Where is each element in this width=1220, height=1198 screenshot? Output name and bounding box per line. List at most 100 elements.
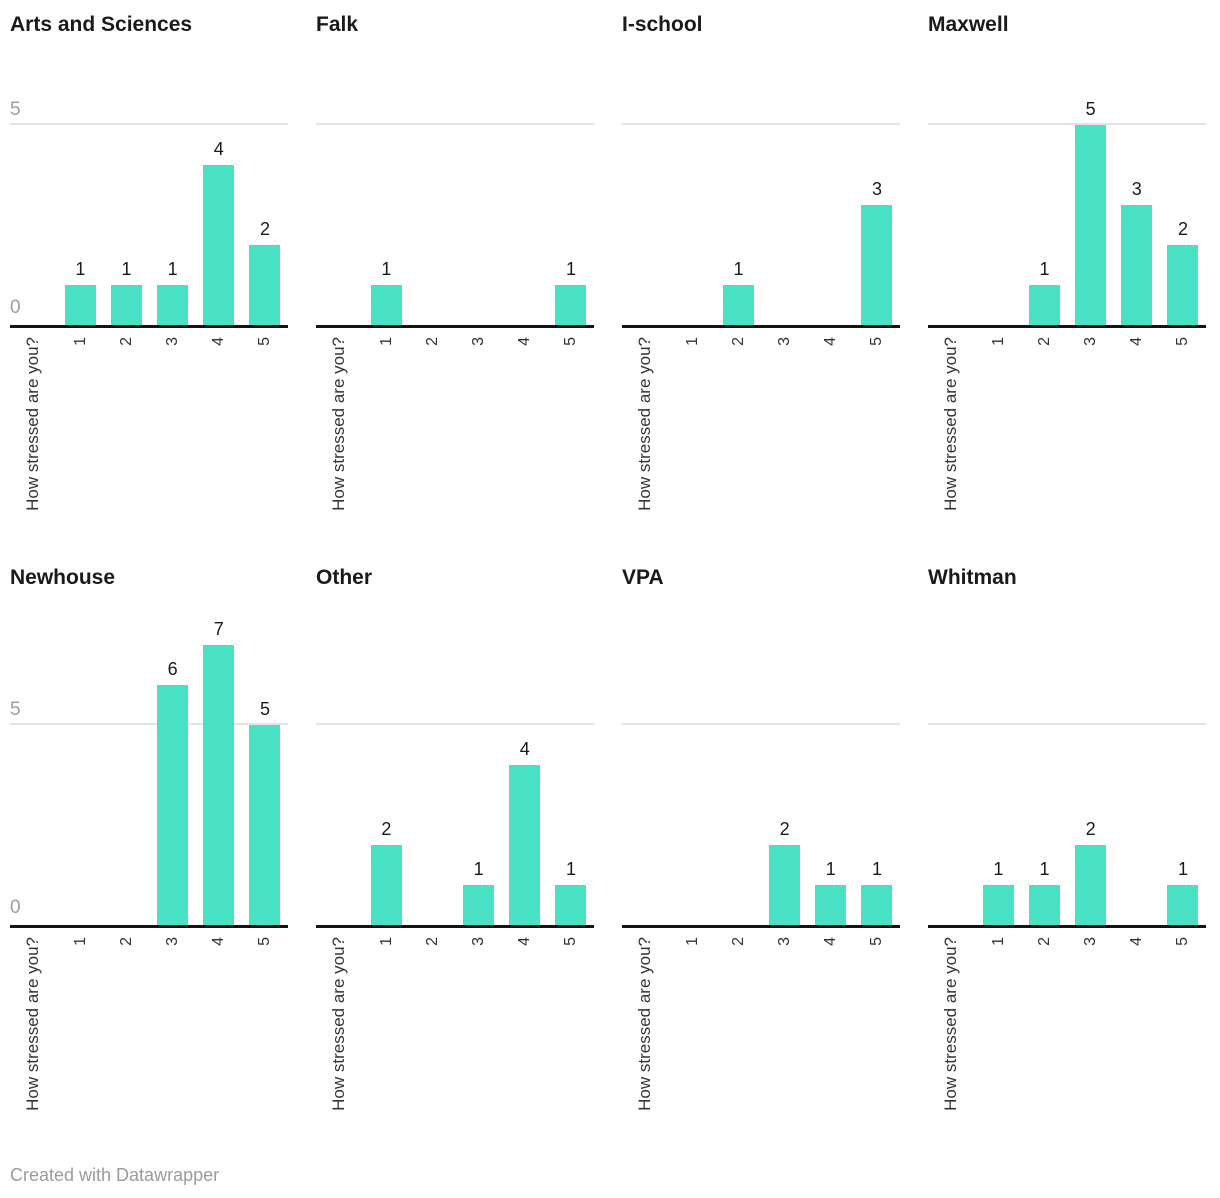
bar-slot-3 <box>762 45 808 325</box>
x-tick-label-1: 1 <box>989 337 1007 346</box>
bar-value-label: 1 <box>1039 259 1050 279</box>
bar-value-label: 1 <box>871 859 882 879</box>
bar-value-label: 1 <box>565 859 576 879</box>
bar-slot-2: 1 <box>103 45 149 325</box>
bar-category-4 <box>203 645 235 925</box>
bar-category-4 <box>203 165 235 325</box>
x-tick-label-2: 2 <box>117 337 135 346</box>
bar-slot-3: 1 <box>150 45 196 325</box>
x-axis-title: How stressed are you? <box>941 937 961 1111</box>
small-multiples-chart: Arts and Sciences 5 0 1 1 1 4 2 How stressed are… <box>10 0 1206 1186</box>
y-axis-label-0: 0 <box>10 297 21 318</box>
x-axis-line <box>622 325 900 328</box>
x-axis-line <box>622 925 900 928</box>
bar-value-label: 1 <box>75 259 86 279</box>
x-tick-label-3: 3 <box>469 337 487 346</box>
x-axis-line <box>928 325 1206 328</box>
x-tick-label-4: 4 <box>516 337 533 346</box>
x-tick-slot: 4 <box>196 328 242 346</box>
bar-value-label: 3 <box>871 179 882 199</box>
bar-slot-1 <box>669 605 715 925</box>
axis-title-slot <box>622 605 669 925</box>
bar-value-label: 5 <box>259 699 270 719</box>
x-tick-slot: 1 <box>57 328 103 346</box>
x-tick-slot: 5 <box>548 328 594 346</box>
x-axis-title: How stressed are you? <box>329 337 349 511</box>
bar-category-5 <box>861 205 893 325</box>
y-axis-label-5: 5 <box>10 99 21 120</box>
bar-value-label: 1 <box>121 259 132 279</box>
bar-slot-1: 1 <box>363 45 409 325</box>
x-tick-label-2: 2 <box>1035 937 1053 946</box>
x-tick-slot: 3 <box>150 928 196 946</box>
x-tick-label-4: 4 <box>1128 337 1145 346</box>
x-tick-label-4: 4 <box>822 937 839 946</box>
bar-slot-5: 1 <box>1160 605 1206 925</box>
chart-panel-vpa: VPA 2 1 1 How stressed are you? 1 2 3 4 5 <box>622 555 900 1133</box>
bar-slot-3: 2 <box>762 605 808 925</box>
x-tick-label-1: 1 <box>377 937 395 946</box>
bar-value-label: 2 <box>1085 819 1096 839</box>
bar-slot-3 <box>456 45 502 325</box>
bar-slot-5: 1 <box>854 605 900 925</box>
x-tick-slot: 4 <box>502 928 548 946</box>
y-axis-label-0: 0 <box>10 897 21 918</box>
x-tick-label-2: 2 <box>423 337 441 346</box>
bar-value-label: 1 <box>825 859 836 879</box>
x-tick-slot: 4 <box>808 328 854 346</box>
x-axis-title-slot: How stressed are you? <box>10 928 57 1111</box>
bar-value-label: 1 <box>993 859 1004 879</box>
x-tick-label-4: 4 <box>210 337 227 346</box>
gridline-5 <box>622 123 900 125</box>
x-tick-slot: 5 <box>854 328 900 346</box>
x-tick-row: How stressed are you? 1 2 3 4 5 <box>316 328 594 533</box>
chart-panel-whitman: Whitman 1 1 2 1 How stressed are you? 1 2 3 4 5 <box>928 555 1206 1133</box>
panel-title: Newhouse <box>10 566 116 589</box>
x-tick-label-4: 4 <box>210 937 227 946</box>
x-axis-title: How stressed are you? <box>23 937 43 1111</box>
x-tick-slot: 2 <box>715 328 761 346</box>
x-tick-slot: 3 <box>1068 928 1114 946</box>
gridline-5 <box>316 123 594 125</box>
chart-panel-i-school: I-school 1 3 How stressed are you? 1 2 3 4 5 <box>622 0 900 533</box>
bar-category-2 <box>722 285 754 325</box>
bar-category-1 <box>64 285 96 325</box>
datawrapper-credit[interactable]: Created with Datawrapper <box>10 1165 220 1185</box>
plot-area: 2 1 1 <box>622 605 900 925</box>
x-tick-slot: 2 <box>103 328 149 346</box>
axis-title-slot <box>928 45 975 325</box>
gridline-5 <box>316 723 594 725</box>
x-tick-slot: 2 <box>409 928 455 946</box>
bar-slot-2: 1 <box>715 45 761 325</box>
bar-value-label: 1 <box>1039 859 1050 879</box>
panel-title: Whitman <box>928 566 1017 589</box>
x-tick-label-2: 2 <box>729 937 747 946</box>
chart-panel-arts-and-sciences: Arts and Sciences 5 0 1 1 1 4 2 How stressed are… <box>10 0 288 533</box>
x-tick-slot: 5 <box>548 928 594 946</box>
bar-category-3 <box>1075 845 1107 925</box>
bar-slot-4: 1 <box>808 605 854 925</box>
bar-slot-2: 1 <box>1021 45 1067 325</box>
x-tick-label-3: 3 <box>775 937 793 946</box>
plot-area: 5 0 1 1 1 4 2 <box>10 45 288 325</box>
bar-slot-2 <box>409 45 455 325</box>
bar-slot-5: 1 <box>548 605 594 925</box>
bar-value-label: 1 <box>473 859 484 879</box>
x-tick-label-5: 5 <box>1174 337 1192 346</box>
x-tick-slot: 1 <box>975 328 1021 346</box>
x-axis-title: How stressed are you? <box>635 337 655 511</box>
x-axis-title: How stressed are you? <box>329 937 349 1111</box>
x-tick-slot: 5 <box>242 928 288 946</box>
bar-category-3 <box>463 885 495 925</box>
gridline-5 <box>622 723 900 725</box>
x-tick-label-2: 2 <box>117 937 135 946</box>
gridline-5 <box>10 123 288 125</box>
bar-slot-5: 2 <box>1160 45 1206 325</box>
x-tick-slot: 4 <box>196 928 242 946</box>
bar-value-label: 2 <box>259 219 270 239</box>
x-axis-line <box>10 925 288 928</box>
bar-slot-1 <box>975 45 1021 325</box>
bar-slot-4 <box>502 45 548 325</box>
